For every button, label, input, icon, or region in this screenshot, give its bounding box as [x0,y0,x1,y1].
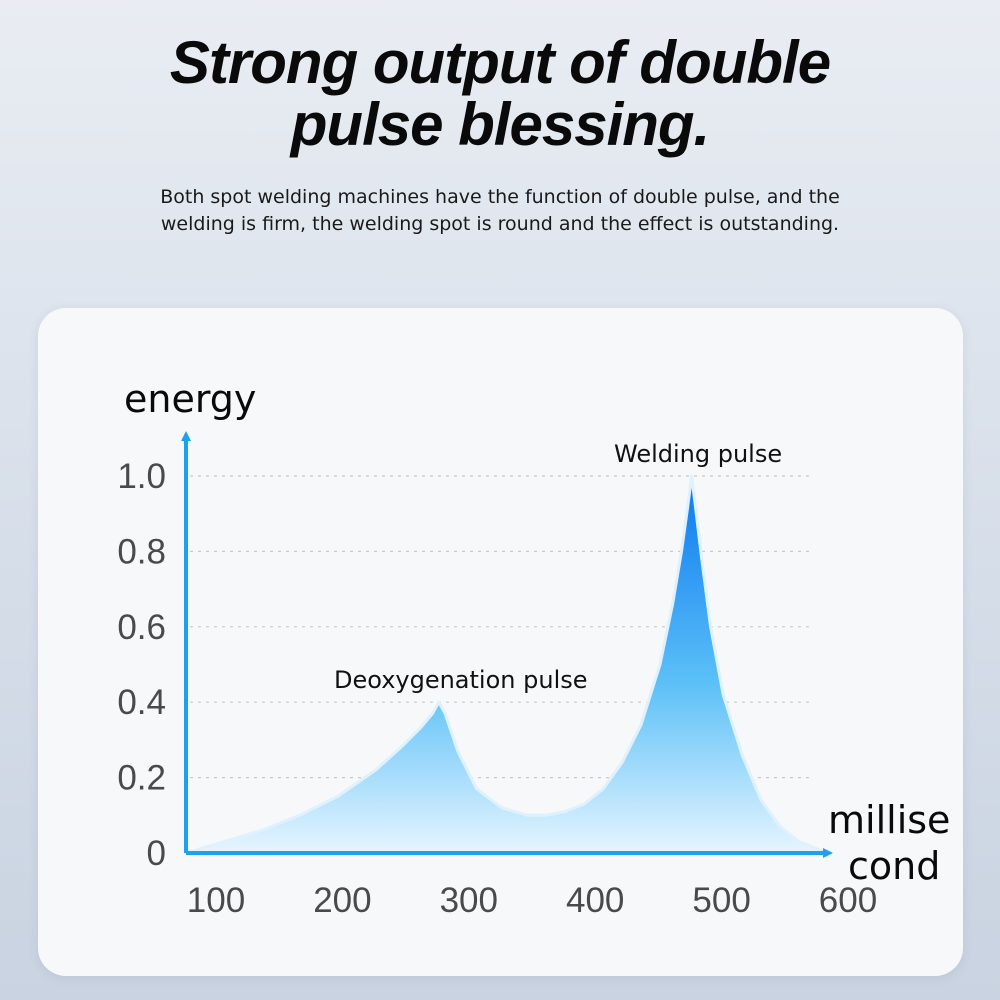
y-tick-label: 0.4 [117,683,166,722]
x-tick-label: 600 [819,881,877,920]
x-tick-label: 100 [187,881,245,920]
annotation-deoxygenation-pulse: Deoxygenation pulse [334,666,588,694]
headline-line-2: pulse blessing. [290,91,710,158]
x-tick-label: 200 [313,881,371,920]
y-tick-label: 0.6 [117,608,166,647]
energy-chart: 0 0.2 0.4 0.6 0.8 1.0 100 200 300 400 500 600 energ… [117,377,950,920]
y-axis-label: energy [124,377,256,421]
y-tick-label: 0.2 [117,759,166,798]
x-tick-label: 400 [566,881,624,920]
y-tick-label: 0 [147,834,166,873]
tick-layer: 0 0.2 0.4 0.6 0.8 1.0 100 200 300 400 500 600 [117,457,877,920]
x-axis-label-line-2: cond [848,844,940,888]
y-tick-label: 0.8 [117,532,166,571]
x-tick-label: 500 [692,881,750,920]
chart-card: 0 0.2 0.4 0.6 0.8 1.0 100 200 300 400 500 600 energ… [38,308,963,976]
annotation-welding-pulse: Welding pulse [614,440,782,468]
x-axis-label-line-1: millise [828,798,950,842]
y-tick-label: 1.0 [117,457,166,496]
subtitle: Both spot welding machines have the func… [160,186,840,235]
axis-layer [181,431,833,858]
headline-line-1: Strong output of double [169,29,831,96]
x-tick-label: 300 [440,881,498,920]
area-layer [184,474,833,855]
headline: Strong output of double pulse blessing. [0,32,1000,156]
label-layer: energy millise cond Deoxygenation pulse … [124,377,950,888]
energy-area [184,474,833,855]
